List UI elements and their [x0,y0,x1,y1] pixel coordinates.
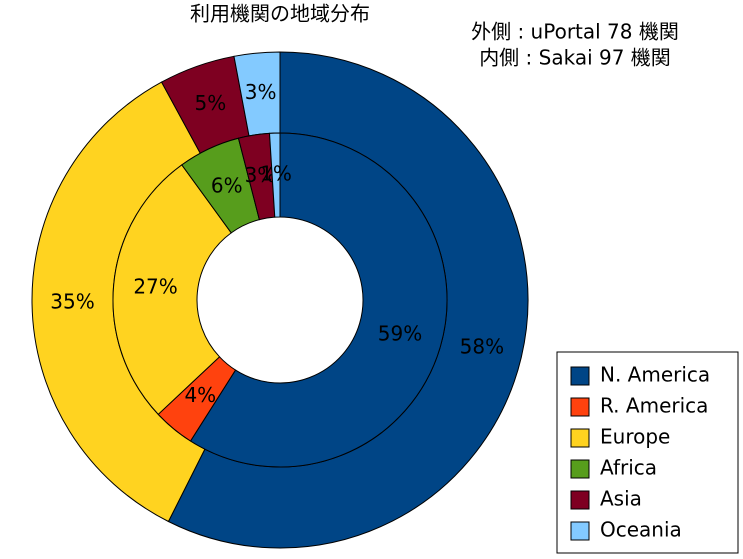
legend-swatch [570,521,590,541]
legend-swatch [570,397,590,417]
legend-swatch [570,459,590,479]
annotation: 内側 : Sakai 97 機関 [479,46,671,70]
donut-slice [189,132,448,468]
data-label: 58% [460,334,504,358]
data-label: 3% [245,80,277,104]
donut-slice [112,164,232,416]
legend-label: Europe [600,425,670,449]
data-label: 35% [50,290,94,314]
annotation: 外側 : uPortal 78 機関 [471,20,679,44]
donut-slice [268,132,281,218]
data-label: 6% [211,173,243,197]
data-label: 4% [184,383,216,407]
data-label: 27% [133,275,177,299]
legend-label: Oceania [600,518,682,542]
data-label: 5% [195,91,227,115]
legend-swatch [570,490,590,510]
legend-swatch [570,428,590,448]
data-label: 3% [245,163,277,187]
data-label: 59% [378,321,422,345]
legend-label: Asia [600,487,642,511]
legend-label: N. America [600,363,710,387]
legend-label: Africa [600,456,657,480]
data-label: 1% [260,162,292,186]
chart-title: 利用機関の地域分布 [190,2,370,26]
legend-label: R. America [600,394,708,418]
legend-swatch [570,366,590,386]
